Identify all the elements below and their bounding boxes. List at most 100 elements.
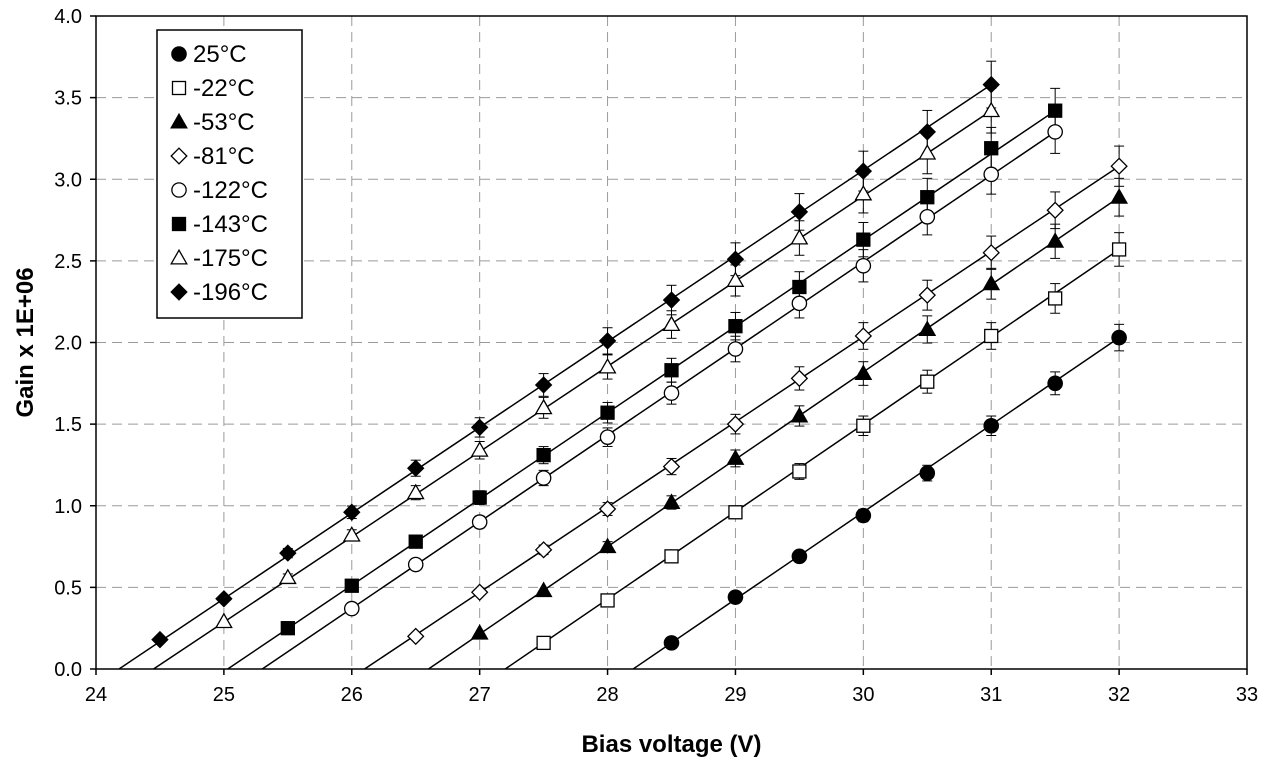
data-point — [726, 449, 745, 465]
legend-marker — [170, 283, 188, 301]
x-tick-label: 29 — [724, 684, 746, 706]
data-point — [598, 500, 617, 518]
data-point — [664, 363, 679, 378]
x-tick-label: 26 — [341, 684, 363, 706]
data-point — [1046, 232, 1065, 248]
x-tick-label: 25 — [213, 684, 235, 706]
data-point — [728, 319, 743, 334]
legend-label: 25°C — [193, 41, 247, 68]
data-point — [662, 493, 681, 509]
legend-label: -53°C — [193, 109, 255, 136]
data-point — [918, 123, 936, 141]
data-point — [472, 490, 487, 505]
data-point — [984, 141, 999, 156]
data-point — [470, 583, 489, 601]
data-point — [280, 621, 295, 636]
data-point — [983, 166, 1000, 183]
data-point — [342, 526, 361, 542]
data-point — [471, 514, 488, 530]
data-point — [662, 315, 681, 332]
data-point — [599, 429, 616, 445]
data-point — [598, 357, 617, 374]
data-point — [792, 464, 807, 479]
data-point — [407, 627, 425, 646]
y-tick-label: 2.0 — [54, 333, 82, 355]
data-point — [1046, 201, 1064, 219]
data-point — [727, 589, 744, 605]
fit-line — [261, 131, 1056, 670]
x-tick-label: 30 — [852, 684, 874, 706]
x-tick-label: 27 — [469, 684, 491, 706]
data-point — [791, 548, 808, 565]
data-point — [598, 537, 617, 554]
data-point — [919, 208, 936, 225]
data-point — [854, 327, 873, 345]
data-point — [534, 398, 553, 415]
data-point — [600, 405, 615, 420]
fit-line — [632, 336, 1120, 670]
data-point — [151, 630, 169, 649]
x-tick-label: 24 — [85, 684, 107, 706]
data-point — [854, 162, 873, 180]
data-point — [726, 271, 745, 287]
legend-label: -196°C — [193, 279, 268, 306]
data-point — [982, 75, 1000, 94]
legend-marker — [171, 46, 187, 62]
data-point — [918, 320, 937, 336]
data-point — [534, 581, 553, 598]
data-point — [726, 415, 745, 433]
data-point — [790, 406, 809, 423]
legend: 25°C -22°C -53°C -81°C -122°C -143°C -175°C -19… — [156, 29, 303, 319]
data-point — [663, 635, 680, 651]
data-point — [855, 257, 872, 274]
data-point — [919, 465, 936, 481]
fit-line — [227, 110, 1056, 670]
x-tick-label: 31 — [980, 684, 1002, 706]
data-point — [343, 503, 361, 521]
data-point — [407, 556, 424, 573]
data-point — [534, 541, 553, 559]
y-tick-label: 0.0 — [54, 659, 82, 681]
legend-marker — [171, 216, 187, 232]
x-axis-ticks: 24 25 26 27 28 29 30 31 32 33 — [85, 669, 1258, 706]
data-point — [791, 295, 808, 312]
x-tick-label: 33 — [1236, 684, 1258, 706]
data-point — [854, 364, 873, 381]
y-tick-label: 2.5 — [54, 251, 82, 273]
data-point — [1048, 291, 1063, 306]
data-point — [344, 578, 359, 593]
data-point — [727, 341, 744, 357]
x-axis-title: Bias voltage (V) — [581, 731, 761, 758]
error-bars — [282, 60, 1125, 590]
data-point — [1111, 242, 1127, 257]
fit-line — [153, 110, 992, 670]
data-point — [470, 441, 489, 457]
data-point — [918, 286, 936, 304]
y-tick-label: 1.5 — [54, 414, 82, 436]
legend-label: -22°C — [193, 75, 255, 102]
data-markers — [151, 75, 1129, 651]
y-tick-label: 4.0 — [54, 6, 82, 28]
data-point — [279, 544, 297, 562]
data-point — [664, 549, 679, 564]
data-point — [790, 228, 809, 245]
data-point — [1110, 188, 1129, 204]
data-point — [1047, 124, 1063, 140]
legend-label: -143°C — [193, 211, 268, 238]
data-point — [792, 279, 807, 295]
legend-box — [156, 29, 303, 319]
data-point — [1110, 157, 1128, 175]
data-point — [920, 190, 935, 205]
legend-label: -81°C — [193, 143, 255, 170]
data-point — [343, 600, 360, 617]
data-point — [214, 612, 233, 629]
x-tick-label: 32 — [1108, 684, 1130, 706]
data-point — [407, 459, 425, 477]
y-tick-label: 3.0 — [54, 169, 82, 191]
legend-label: -122°C — [193, 177, 268, 204]
data-point — [536, 635, 551, 651]
legend-marker — [170, 248, 188, 265]
data-point — [1048, 103, 1063, 118]
data-point — [1047, 375, 1063, 392]
